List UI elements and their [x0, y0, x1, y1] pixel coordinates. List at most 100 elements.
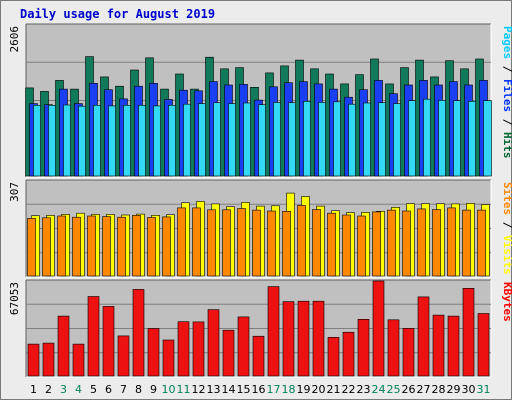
x-tick-label-13: 13: [207, 383, 221, 396]
bar-sites-day-29: [447, 207, 456, 277]
bar-sites-day-1: [27, 218, 36, 277]
series-legend-label: Pages / Files / Hits: [501, 26, 512, 159]
bar-kbytes-day-23: [357, 318, 370, 377]
y-max-tick-label: 67053: [8, 282, 21, 315]
bar-sites-day-4: [72, 216, 81, 277]
bar-sites-day-20: [312, 209, 321, 277]
bar-kbytes-day-11: [177, 321, 190, 377]
bar-kbytes-day-19: [297, 300, 310, 377]
series-legend-label: KBytes: [501, 282, 512, 322]
bar-kbytes-day-30: [462, 287, 475, 377]
bar-sites-day-17: [267, 210, 276, 277]
bar-sites-day-12: [192, 207, 201, 277]
bar-sites-day-23: [357, 215, 366, 277]
legend-part: Pages: [501, 26, 512, 59]
bar-kbytes-day-17: [267, 286, 280, 377]
bar-sites-day-16: [252, 209, 261, 277]
bar-kbytes-day-10: [162, 339, 175, 377]
x-tick-label-23: 23: [357, 383, 371, 396]
bar-sites-day-10: [162, 216, 171, 277]
x-tick-label-27: 27: [417, 383, 431, 396]
x-tick-label-29: 29: [447, 383, 461, 396]
bar-kbytes-day-21: [327, 336, 340, 377]
bar-sites-day-8: [132, 215, 141, 277]
x-tick-label-17: 17: [267, 383, 281, 396]
bar-kbytes-day-20: [312, 300, 325, 377]
bar-sites-day-3: [57, 215, 66, 277]
bar-sites-day-25: [387, 209, 396, 277]
bar-kbytes-day-16: [252, 335, 265, 377]
bar-kbytes-day-7: [117, 335, 130, 377]
bar-kbytes-day-4: [72, 343, 85, 377]
bar-sites-day-13: [207, 209, 216, 277]
x-tick-label-22: 22: [342, 383, 356, 396]
bar-sites-day-27: [417, 208, 426, 277]
y-max-tick-label: 307: [8, 182, 21, 202]
x-tick-label-7: 7: [120, 383, 127, 396]
legend-part: Visits: [501, 235, 512, 275]
bar-kbytes-day-22: [342, 331, 355, 377]
bar-kbytes-day-2: [42, 342, 55, 377]
bar-pages-day-31: [483, 100, 492, 177]
x-tick-label-26: 26: [402, 383, 416, 396]
legend-part: /: [501, 215, 512, 235]
bar-sites-day-15: [237, 208, 246, 277]
x-tick-label-18: 18: [282, 383, 296, 396]
x-tick-label-2: 2: [45, 383, 52, 396]
x-tick-label-12: 12: [192, 383, 206, 396]
bar-sites-day-22: [342, 214, 351, 277]
bar-kbytes-day-26: [402, 327, 415, 377]
bar-sites-day-9: [147, 217, 156, 277]
x-tick-label-6: 6: [105, 383, 112, 396]
legend-part: Files: [501, 79, 512, 112]
bar-sites-day-28: [432, 209, 441, 277]
bar-sites-day-11: [177, 207, 186, 277]
bar-sites-day-31: [477, 209, 486, 277]
series-legend-label: Sites / Visits: [501, 182, 512, 275]
x-tick-label-15: 15: [237, 383, 251, 396]
legend-part: Sites: [501, 182, 512, 215]
bar-kbytes-day-13: [207, 309, 220, 377]
x-tick-label-5: 5: [90, 383, 97, 396]
bar-kbytes-day-3: [57, 315, 70, 377]
x-tick-label-9: 9: [150, 383, 157, 396]
bar-sites-day-24: [372, 211, 381, 277]
x-tick-label-14: 14: [222, 383, 236, 396]
bar-kbytes-day-25: [387, 319, 400, 377]
chart-title: Daily usage for August 2019: [20, 7, 215, 21]
x-tick-label-10: 10: [162, 383, 176, 396]
bar-sites-day-7: [117, 216, 126, 277]
bar-sites-day-30: [462, 209, 471, 277]
bar-sites-day-21: [327, 212, 336, 277]
x-tick-label-11: 11: [177, 383, 191, 396]
bar-sites-day-19: [297, 205, 306, 277]
bar-kbytes-day-5: [87, 296, 100, 377]
x-tick-label-28: 28: [432, 383, 446, 396]
x-tick-label-21: 21: [327, 383, 341, 396]
bar-kbytes-day-24: [372, 280, 385, 377]
x-tick-label-31: 31: [477, 383, 491, 396]
legend-part: /: [501, 112, 512, 132]
x-tick-label-19: 19: [297, 383, 311, 396]
bar-kbytes-day-31: [477, 313, 490, 377]
x-tick-label-24: 24: [372, 383, 386, 396]
x-tick-label-4: 4: [75, 383, 82, 396]
bar-kbytes-day-14: [222, 329, 235, 377]
bar-kbytes-day-12: [192, 321, 205, 377]
bar-sites-day-6: [102, 216, 111, 277]
bar-kbytes-day-27: [417, 296, 430, 377]
bar-sites-day-18: [282, 211, 291, 277]
y-max-tick-label: 2606: [8, 26, 21, 53]
bar-kbytes-day-9: [147, 328, 160, 377]
bar-sites-day-26: [402, 210, 411, 277]
legend-part: /: [501, 59, 512, 79]
bar-kbytes-day-28: [432, 314, 445, 377]
legend-part: KBytes: [501, 282, 512, 322]
bar-kbytes-day-15: [237, 316, 250, 377]
legend-part: Hits: [501, 132, 512, 159]
x-tick-label-8: 8: [135, 383, 142, 396]
x-tick-label-20: 20: [312, 383, 326, 396]
bar-kbytes-day-18: [282, 301, 295, 377]
bar-kbytes-day-1: [27, 343, 40, 377]
